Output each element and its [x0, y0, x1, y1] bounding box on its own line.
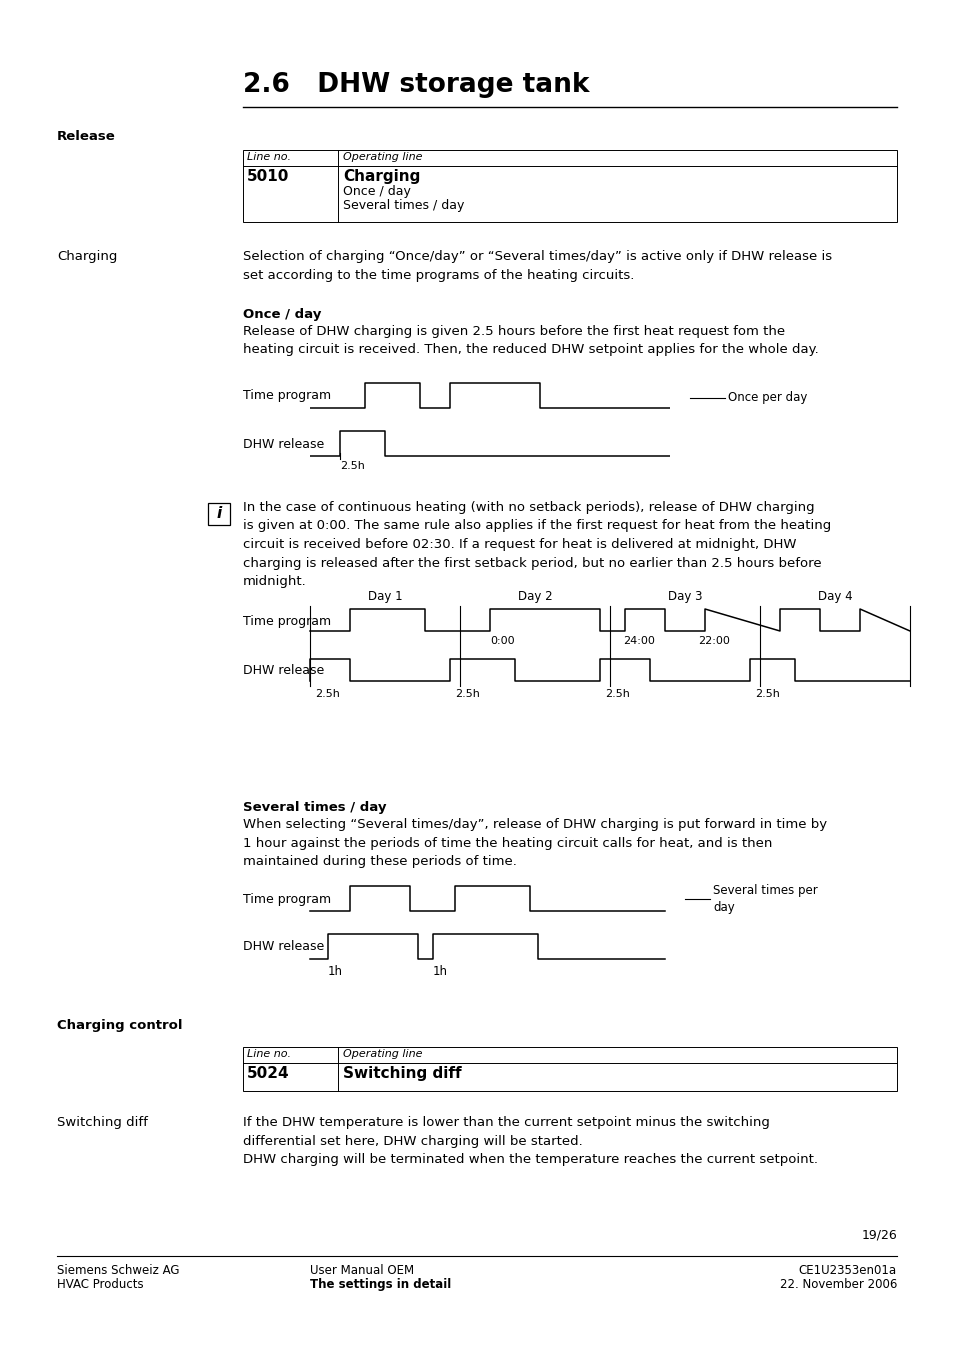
Text: 2.5h: 2.5h: [314, 689, 339, 698]
Text: Operating line: Operating line: [343, 1048, 422, 1059]
Text: Line no.: Line no.: [247, 1048, 291, 1059]
Text: DHW release: DHW release: [243, 665, 324, 677]
Text: HVAC Products: HVAC Products: [57, 1278, 144, 1292]
Text: 2.5h: 2.5h: [754, 689, 779, 698]
Text: The settings in detail: The settings in detail: [310, 1278, 451, 1292]
Text: 2.5h: 2.5h: [339, 461, 364, 471]
Text: 24:00: 24:00: [622, 636, 654, 646]
Text: Switching diff: Switching diff: [343, 1066, 461, 1081]
Text: User Manual OEM: User Manual OEM: [310, 1265, 414, 1277]
Text: Time program: Time program: [243, 893, 331, 905]
Text: In the case of continuous heating (with no setback periods), release of DHW char: In the case of continuous heating (with …: [243, 501, 830, 588]
Text: Once / day: Once / day: [243, 308, 321, 322]
Text: 1h: 1h: [433, 965, 448, 978]
Text: DHW release: DHW release: [243, 940, 324, 954]
Text: Once per day: Once per day: [727, 392, 806, 404]
Text: If the DHW temperature is lower than the current setpoint minus the switching
di: If the DHW temperature is lower than the…: [243, 1116, 817, 1166]
Text: 22. November 2006: 22. November 2006: [779, 1278, 896, 1292]
Text: Selection of charging “Once/day” or “Several times/day” is active only if DHW re: Selection of charging “Once/day” or “Sev…: [243, 250, 831, 281]
Text: CE1U2353en01a: CE1U2353en01a: [798, 1265, 896, 1277]
Text: 2.5h: 2.5h: [604, 689, 629, 698]
Text: Day 4: Day 4: [817, 590, 851, 603]
Text: Line no.: Line no.: [247, 153, 291, 162]
Text: Release of DHW charging is given 2.5 hours before the first heat request fom the: Release of DHW charging is given 2.5 hou…: [243, 326, 818, 357]
Text: When selecting “Several times/day”, release of DHW charging is put forward in ti: When selecting “Several times/day”, rele…: [243, 817, 826, 867]
Text: Several times / day: Several times / day: [243, 801, 386, 815]
Text: 2.5h: 2.5h: [455, 689, 479, 698]
Text: 5010: 5010: [247, 169, 289, 184]
Text: Release: Release: [57, 130, 115, 143]
Text: Several times / day: Several times / day: [343, 199, 464, 212]
Text: Time program: Time program: [243, 389, 331, 403]
Text: 5024: 5024: [247, 1066, 290, 1081]
Text: Day 1: Day 1: [367, 590, 402, 603]
Bar: [243, 1047, 896, 1092]
Text: Day 3: Day 3: [667, 590, 701, 603]
Text: Time program: Time program: [243, 615, 331, 627]
Text: i: i: [216, 507, 221, 521]
Text: Day 2: Day 2: [517, 590, 552, 603]
Text: 22:00: 22:00: [698, 636, 729, 646]
Bar: [243, 150, 896, 222]
Bar: [208, 503, 230, 526]
Text: Charging control: Charging control: [57, 1019, 182, 1032]
Text: Operating line: Operating line: [343, 153, 422, 162]
Text: DHW release: DHW release: [243, 438, 324, 450]
Text: Switching diff: Switching diff: [57, 1116, 148, 1129]
Text: Once / day: Once / day: [343, 185, 411, 199]
Text: 2.6   DHW storage tank: 2.6 DHW storage tank: [243, 72, 589, 99]
Text: Several times per
day: Several times per day: [712, 884, 817, 915]
Text: Charging: Charging: [343, 169, 420, 184]
Text: Charging: Charging: [57, 250, 117, 263]
Text: Siemens Schweiz AG: Siemens Schweiz AG: [57, 1265, 179, 1277]
Text: 1h: 1h: [328, 965, 343, 978]
Text: 19/26: 19/26: [861, 1228, 896, 1242]
Text: 0:00: 0:00: [490, 636, 514, 646]
